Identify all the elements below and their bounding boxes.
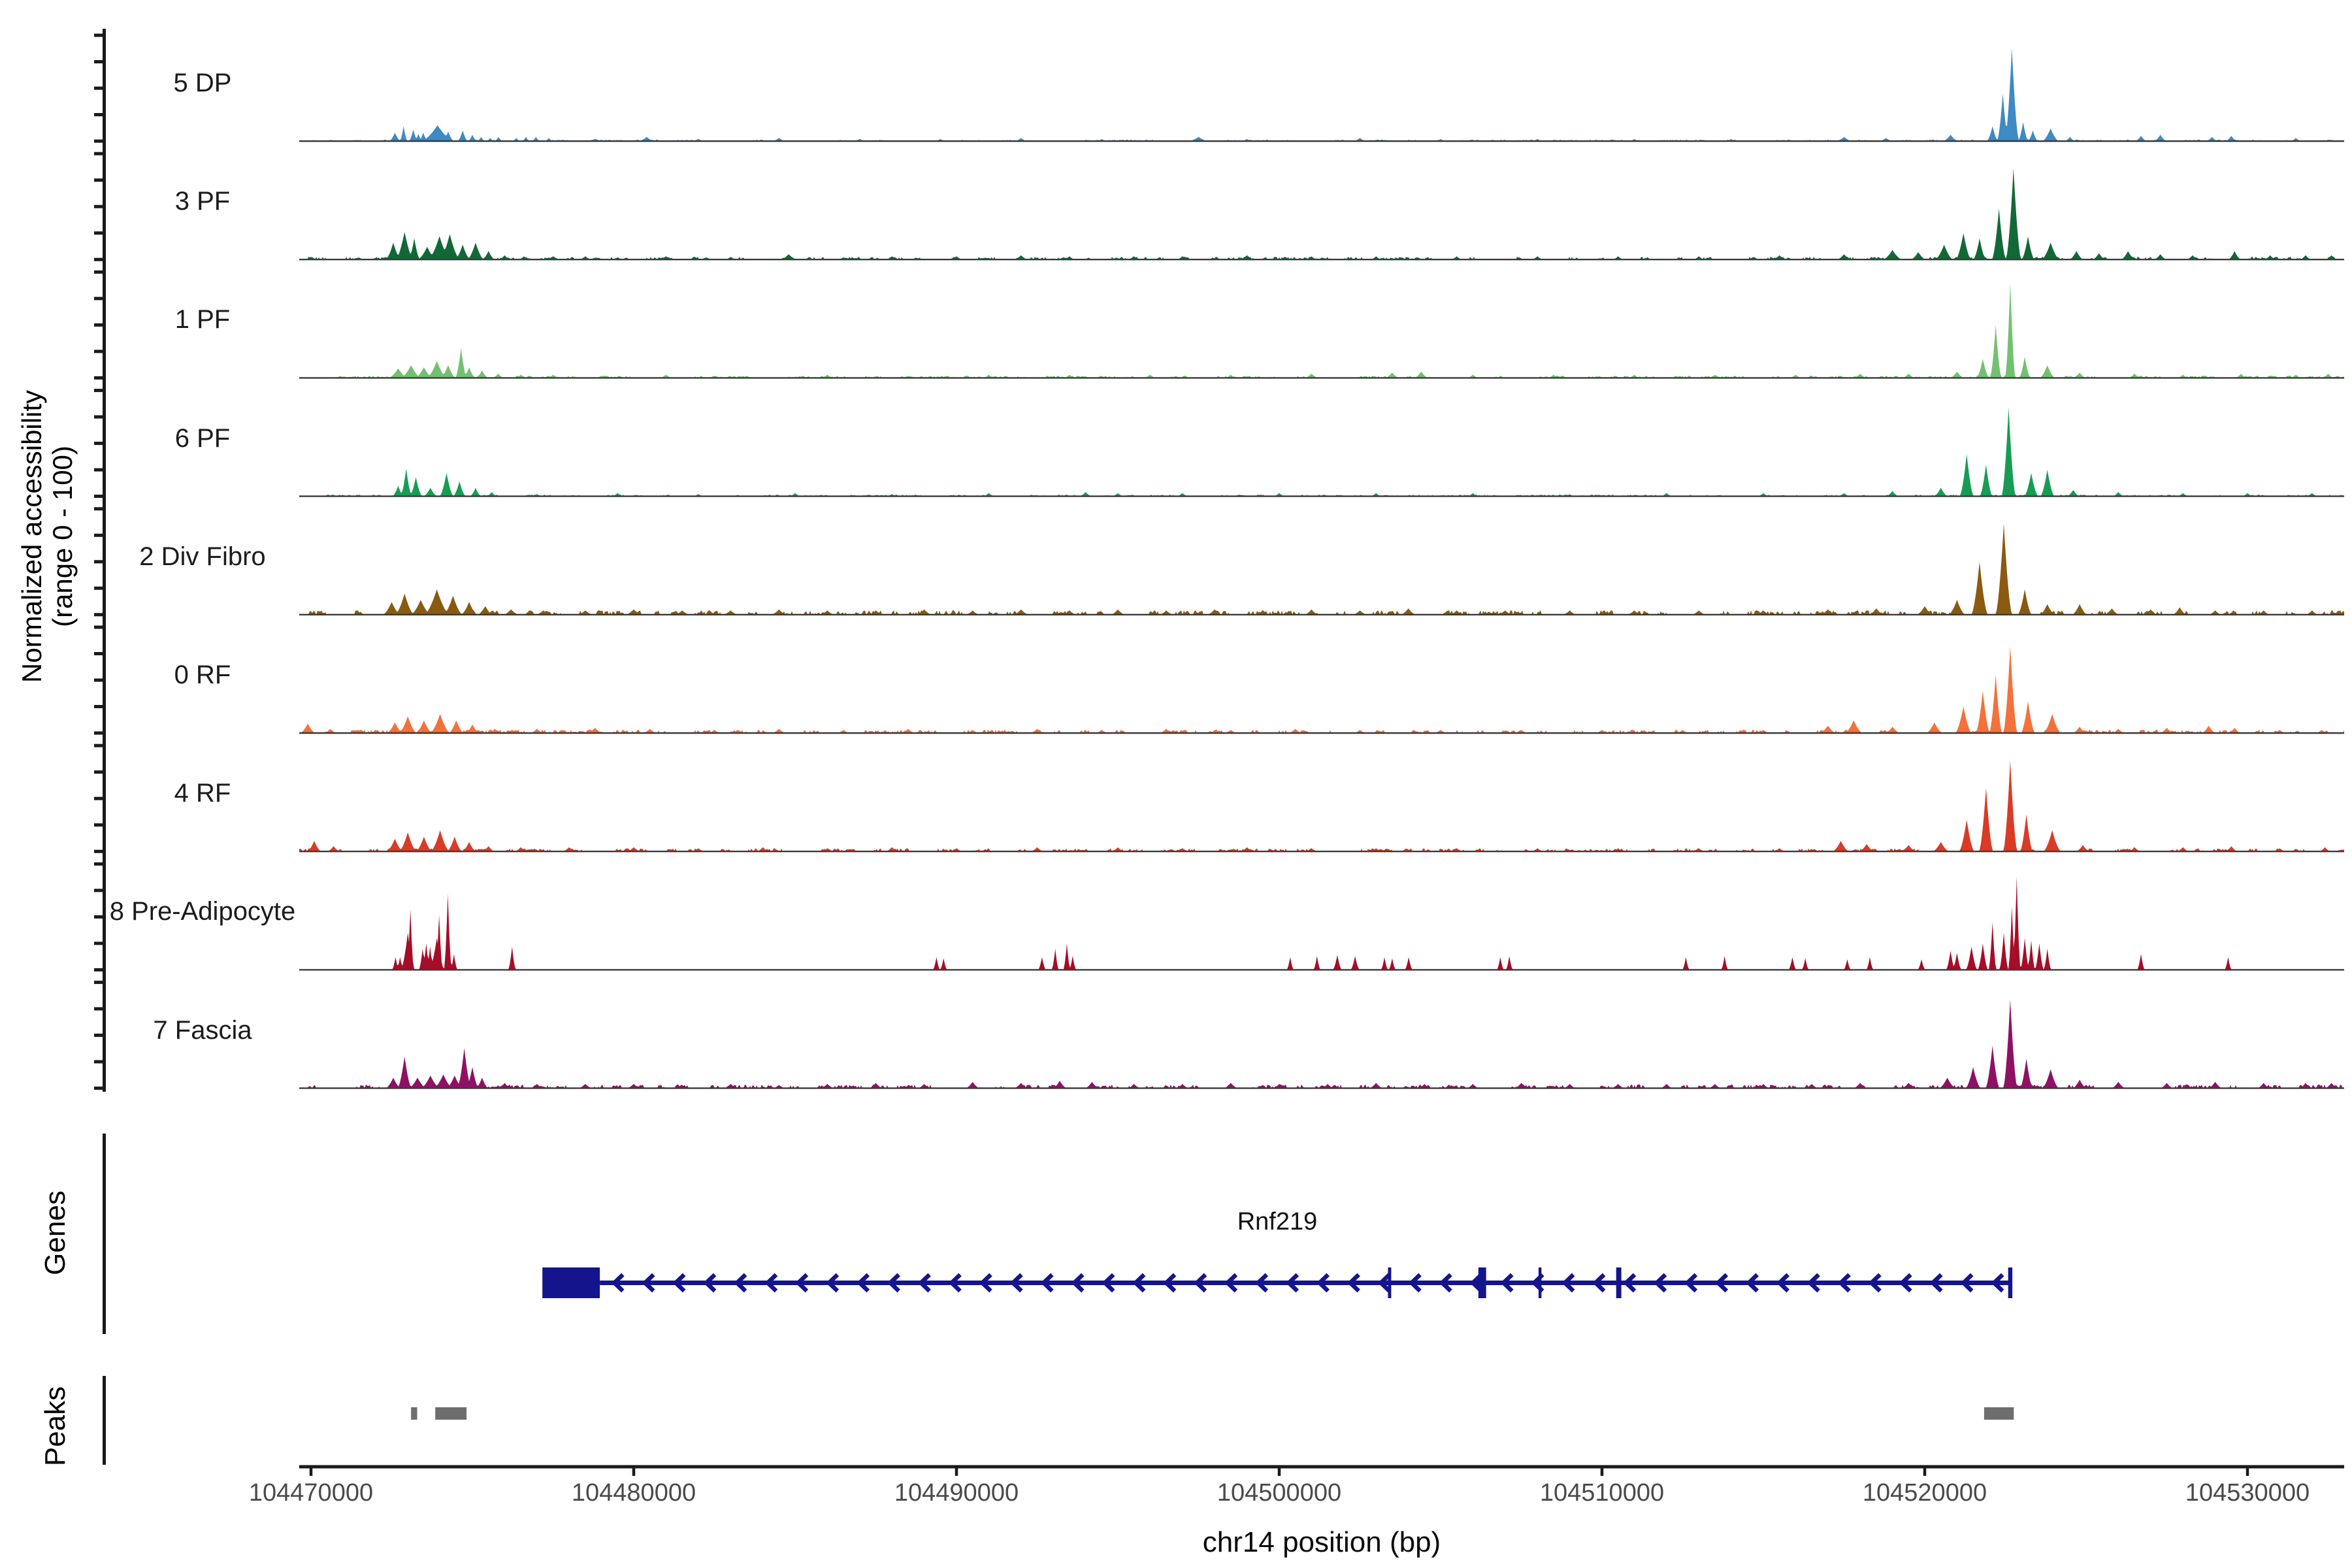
gene-intron-arrow <box>1379 1281 1391 1293</box>
track-label-3-pf: 3 PF <box>174 187 231 216</box>
gene-intron-arrow <box>1195 1281 1207 1293</box>
gene-exon-bar <box>1388 1267 1392 1298</box>
gene-intron-arrow <box>919 1281 931 1293</box>
track-area-5-dp <box>299 48 2344 142</box>
track-area-3-pf <box>299 168 2344 260</box>
track-label-5-dp: 5 DP <box>173 69 232 97</box>
gene-intron-arrow <box>1011 1281 1023 1293</box>
gene-intron-arrow <box>704 1281 717 1293</box>
gene-intron-arrow <box>1042 1281 1054 1293</box>
gene-intron-arrow <box>1226 1281 1238 1293</box>
x-tick-label: 104480000 <box>571 1479 696 1507</box>
track-area-6-pf <box>299 407 2344 497</box>
x-tick-label: 104500000 <box>1217 1479 1342 1507</box>
y-axis-label: Normalized accessibility (range 0 - 100) <box>16 262 78 811</box>
gene-intron-arrow <box>1839 1281 1851 1293</box>
gene-exon-bar <box>1538 1267 1542 1298</box>
gene-intron-arrow <box>1747 1281 1759 1293</box>
track-area-7-fascia <box>299 999 2344 1088</box>
gene-intron-arrow <box>950 1281 962 1293</box>
gene-intron-arrow <box>858 1281 870 1293</box>
y-axis-label-line1: Normalized accessibility <box>16 389 47 683</box>
gene-intron-arrow <box>1901 1281 1912 1293</box>
gene-intron-arrow <box>1502 1281 1514 1293</box>
gene-intron-arrow <box>1563 1281 1575 1293</box>
gene-intron-arrow <box>1256 1281 1269 1293</box>
gene-intron-arrow <box>981 1281 992 1293</box>
track-area-8-pre-adipocyte <box>299 876 2344 970</box>
gene-intron-arrow <box>1318 1281 1330 1293</box>
track-label-0-rf: 0 RF <box>174 661 231 689</box>
gene-intron-arrow <box>827 1281 840 1293</box>
gene-intron-arrow <box>1441 1281 1452 1293</box>
gene-intron-arrow <box>1992 1281 2004 1293</box>
gene-intron-arrow <box>1073 1281 1085 1293</box>
x-tick-label: 104520000 <box>1862 1479 1987 1507</box>
gene-intron-arrow <box>1931 1281 1943 1293</box>
genes-section-label: Genes <box>39 1190 71 1275</box>
gene-intron-arrow <box>613 1281 625 1293</box>
gene-intron-arrow <box>1624 1281 1637 1293</box>
gene-intron-arrow <box>889 1281 900 1293</box>
gene-intron-arrow <box>1593 1281 1606 1293</box>
gene-exon-box <box>542 1267 600 1298</box>
x-tick-label: 104510000 <box>1539 1479 1665 1507</box>
track-label-4-rf: 4 RF <box>174 779 231 808</box>
x-tick-label: 104530000 <box>2185 1479 2310 1507</box>
gene-intron-arrow <box>1962 1281 1974 1293</box>
gene-intron-arrow <box>674 1281 686 1293</box>
peak-box <box>411 1407 417 1420</box>
gene-intron-arrow <box>766 1281 778 1293</box>
gene-intron-arrow <box>1134 1281 1146 1293</box>
x-axis-title: chr14 position (bp) <box>1202 1526 1441 1558</box>
y-axis-label-line2: (range 0 - 100) <box>47 446 78 627</box>
gene-intron-arrow <box>1655 1281 1667 1293</box>
gene-exon-bar <box>2008 1267 2013 1298</box>
gene-exon-bar <box>1616 1267 1622 1298</box>
gene-intron-arrow <box>1348 1281 1360 1293</box>
gene-intron-arrow <box>1686 1281 1698 1293</box>
track-label-8-pre-adipocyte: 8 Pre-Adipocyte <box>109 897 296 926</box>
gene-intron-arrow <box>796 1281 809 1293</box>
gene-exon-bar <box>1478 1267 1486 1298</box>
gene-intron-arrow <box>1287 1281 1299 1293</box>
gene-intron-arrow <box>1410 1281 1422 1293</box>
gene-intron-arrow <box>1716 1281 1729 1293</box>
gene-intron-arrow <box>1778 1281 1789 1293</box>
track-label-7-fascia: 7 Fascia <box>153 1016 252 1045</box>
gene-intron-arrow <box>1103 1281 1115 1293</box>
gene-intron-arrow <box>735 1281 747 1293</box>
peak-box <box>1984 1407 2014 1420</box>
peaks-section-label: Peaks <box>39 1386 71 1467</box>
gene-name-label: Rnf219 <box>1237 1208 1318 1235</box>
peak-box <box>435 1407 467 1420</box>
x-tick-label: 104490000 <box>894 1479 1019 1507</box>
x-tick-label: 104470000 <box>248 1479 374 1507</box>
track-label-6-pf: 6 PF <box>174 424 231 453</box>
track-area-4-rf <box>299 760 2344 852</box>
track-label-1-pf: 1 PF <box>174 305 231 334</box>
gene-intron-arrow <box>1870 1281 1882 1293</box>
track-area-2-div-fibro <box>299 523 2344 615</box>
gene-intron-arrow <box>1808 1281 1820 1293</box>
track-label-2-div-fibro: 2 Div Fibro <box>139 542 266 571</box>
track-area-1-pf <box>299 282 2344 378</box>
gene-intron-arrow <box>1164 1281 1177 1293</box>
gene-intron-arrow <box>644 1281 655 1293</box>
track-area-0-rf <box>299 646 2344 733</box>
